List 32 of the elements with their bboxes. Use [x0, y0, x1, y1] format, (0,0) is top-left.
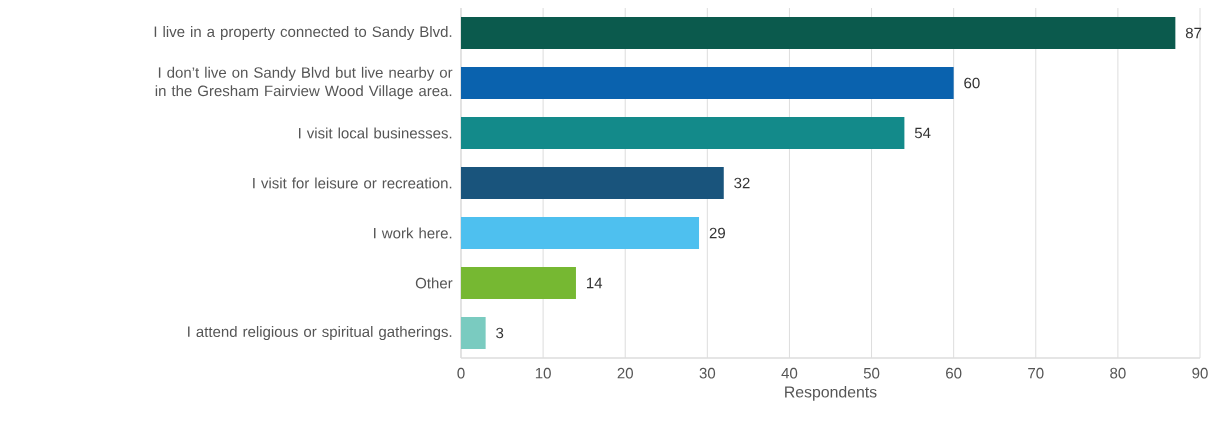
data-label: 54 [914, 127, 931, 139]
y-tick-label: Other [415, 277, 453, 289]
x-tick-label: 20 [617, 367, 633, 379]
x-tick-label: 10 [535, 367, 551, 379]
bar [461, 17, 1176, 49]
bar [461, 167, 724, 199]
x-tick-label: 50 [863, 367, 880, 379]
bar [461, 67, 954, 99]
x-tick-label: 70 [1028, 367, 1044, 379]
y-tick-label: I visit local businesses. [299, 127, 452, 139]
bar [461, 117, 905, 149]
y-tick-label: I visit for leisure or recreation. [253, 177, 452, 189]
bar [461, 266, 576, 299]
data-label: 14 [587, 277, 603, 289]
x-tick-label: 40 [781, 367, 798, 379]
data-label: 87 [1185, 27, 1202, 39]
data-label: 60 [964, 77, 980, 89]
x-tick-label: 90 [1192, 367, 1208, 379]
x-tick-label: 60 [946, 367, 962, 379]
bar [461, 217, 700, 249]
y-tick-label: I don’t live on Sandy Blvd but live nearby or in the Gresham Fairview Wood Village area. [155, 66, 453, 100]
data-label: 3 [496, 327, 504, 339]
y-tick-label: I live in a property connected to Sandy Blvd. [154, 26, 452, 40]
x-axis-title: Respondents [785, 385, 877, 401]
x-tick-label: 30 [699, 367, 716, 379]
data-label: 29 [709, 227, 725, 239]
x-tick-label: 0 [457, 367, 465, 379]
bar [461, 316, 486, 349]
y-tick-label: I attend religious or spiritual gatherings. [188, 325, 452, 340]
data-label: 32 [734, 177, 750, 189]
y-tick-label: I work here. [374, 227, 452, 239]
x-tick-label: 80 [1110, 367, 1126, 379]
